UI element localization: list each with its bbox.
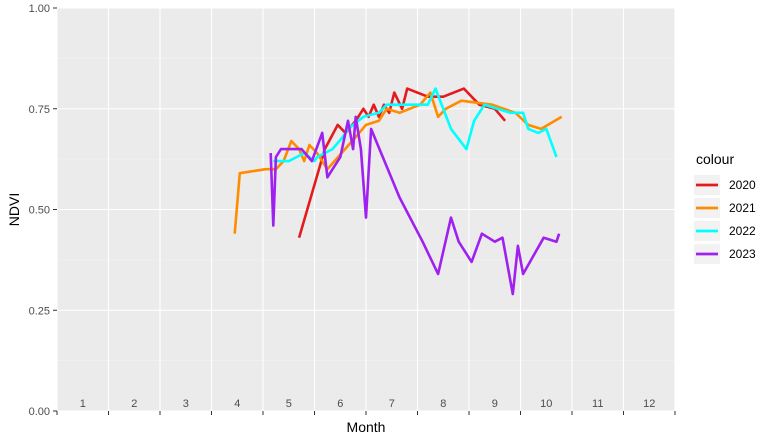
x-tick-label: 10 (540, 398, 552, 410)
legend-label-2020: 2020 (729, 178, 756, 192)
x-tick-label: 11 (592, 398, 603, 410)
series-line-2022 (273, 87, 558, 163)
legend-title: colour (696, 151, 734, 167)
x-tick-label: 9 (492, 398, 498, 410)
y-tick-label: 1.00 (29, 3, 50, 15)
y-tick-label: 0.25 (29, 305, 50, 317)
x-tick-label: 6 (337, 398, 343, 410)
legend: colour 2020 2021 2022 2023 (694, 151, 756, 264)
x-tick-label: 3 (183, 398, 189, 410)
x-tick-label: 1 (80, 398, 86, 410)
x-axis-title: Month (347, 419, 386, 435)
y-tick-label: 0.00 (29, 406, 50, 418)
x-tick-label: 12 (643, 398, 655, 410)
y-tick-label: 0.50 (29, 205, 50, 217)
y-tick-label: 0.75 (29, 104, 50, 116)
x-axis: 1 2 3 4 5 6 7 8 9 10 11 12 (56, 398, 676, 415)
series-lines (233, 87, 563, 296)
series-line-2021 (233, 91, 563, 234)
x-tick-label: 4 (234, 398, 240, 410)
y-axis-title: NDVI (6, 193, 22, 226)
x-tick-label: 5 (286, 398, 292, 410)
x-tick-label: 2 (131, 398, 137, 410)
x-tick-label: 7 (389, 398, 395, 410)
legend-label-2022: 2022 (729, 224, 756, 238)
legend-label-2021: 2021 (729, 201, 756, 215)
legend-label-2023: 2023 (729, 247, 756, 261)
x-tick-label: 8 (440, 398, 446, 410)
series-line-2023 (269, 115, 561, 296)
y-axis: 0.00 0.25 0.50 0.75 1.00 (29, 3, 57, 418)
